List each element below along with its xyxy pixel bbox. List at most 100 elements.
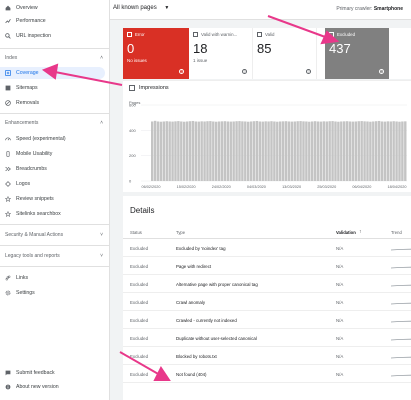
chart-bar (316, 121, 320, 181)
checkbox-checked-icon (127, 32, 132, 37)
sidebar-item-removals[interactable]: Removals (0, 97, 110, 109)
chevron-down-icon[interactable]: ˅ (100, 232, 103, 238)
table-row[interactable]: Excluded Duplicate without user-selected … (123, 330, 411, 347)
row-type: Duplicate without user-selected canonica… (176, 336, 257, 341)
dropdown-arrow-icon: ▼ (164, 5, 170, 11)
chart-bar (191, 120, 195, 181)
sidebar-item-submit-feedback[interactable]: Submit feedback (0, 367, 110, 379)
x-tick-label: 06/04/2020 (352, 185, 371, 189)
chart-bar (247, 121, 250, 181)
section-label-enhancements[interactable]: Enhancements (5, 120, 39, 126)
sidebar-item-sitelinks-searchbox[interactable]: Sitelinks searchbox (0, 208, 110, 220)
primary-crawler-label: Primary crawler: (336, 6, 373, 12)
table-row[interactable]: Excluded Not found (404) N/A (123, 366, 411, 383)
sidebar-item-label: Sitemaps (16, 85, 38, 91)
chart-bar (159, 121, 163, 181)
chart-bar (395, 121, 398, 181)
section-label-legacy[interactable]: Legacy tools and reports (5, 253, 60, 259)
table-row[interactable]: Excluded Excluded by 'noindex' tag N/A (123, 240, 411, 257)
chart-bar (156, 121, 160, 181)
sidebar-item-coverage[interactable]: Coverage (0, 67, 105, 79)
x-tick-label: 13/03/2020 (282, 185, 301, 189)
row-trend-sparkline (391, 266, 411, 269)
column-header-type[interactable]: Type (176, 230, 186, 235)
valid-card-label: Valid (265, 32, 275, 37)
sidebar-item-mobile-usability[interactable]: Mobile Usability (0, 148, 110, 160)
y-axis-label: Pages (129, 100, 140, 105)
sidebar-item-about-new-version[interactable]: About new version (0, 381, 110, 393)
checkbox-icon (193, 32, 198, 37)
row-trend-sparkline (391, 248, 411, 251)
excluded-card-label: Excluded (337, 32, 356, 37)
row-trend-sparkline (391, 302, 411, 305)
sidebar-item-sitemaps[interactable]: Sitemaps (0, 82, 110, 94)
chart-bar (252, 121, 256, 181)
home-icon (5, 5, 11, 11)
sidebar-item-label: Overview (16, 5, 38, 11)
help-icon[interactable]: ? (242, 69, 247, 74)
sidebar-item-review-snippets[interactable]: Review snippets (0, 193, 110, 205)
table-row[interactable]: Excluded Blocked by robots.txt N/A (123, 348, 411, 365)
error-card[interactable]: Error 0 No issues ? (123, 28, 189, 79)
row-status: Excluded (130, 318, 149, 323)
section-label-security[interactable]: Security & Manual Actions (5, 232, 64, 238)
sidebar-item-settings[interactable]: Settings (0, 287, 110, 299)
sidebar-item-url-inspection[interactable]: URL inspection (0, 30, 110, 42)
valid-card[interactable]: Valid 85 ? (253, 28, 317, 79)
searchbox-icon (5, 211, 11, 217)
table-row[interactable]: Excluded Crawl anomaly N/A (123, 294, 411, 311)
row-trend-sparkline (391, 284, 411, 287)
column-header-status[interactable]: Status (130, 230, 142, 235)
sidebar-item-links[interactable]: Links (0, 272, 110, 284)
column-header-validation[interactable]: Validation (336, 230, 356, 235)
sitemap-icon (5, 85, 11, 91)
table-row[interactable]: Excluded Crawled - currently not indexed N… (123, 312, 411, 329)
sidebar-item-label: About new version (16, 384, 59, 390)
sidebar-item-speed[interactable]: Speed (experimental) (0, 133, 110, 145)
impressions-toggle[interactable]: Impressions (129, 85, 169, 91)
row-validation: N/A (336, 354, 344, 359)
speed-icon (5, 136, 11, 142)
row-validation: N/A (336, 300, 344, 305)
help-icon[interactable]: ? (306, 69, 311, 74)
warn-sub: 1 issue (193, 58, 208, 63)
excluded-card[interactable]: Excluded 437 ? (325, 28, 389, 79)
row-status: Excluded (130, 246, 149, 251)
help-icon[interactable]: ? (379, 69, 384, 74)
chevron-up-icon[interactable]: ˄ (100, 120, 103, 126)
sidebar-item-logos[interactable]: Logos (0, 178, 110, 190)
chart-bar (290, 121, 294, 181)
chart-bar (322, 121, 326, 181)
help-icon[interactable]: ? (179, 69, 184, 74)
row-type: Blocked by robots.txt (176, 354, 217, 359)
sidebar-item-breadcrumbs[interactable]: Breadcrumbs (0, 163, 110, 175)
chart-bar (392, 121, 395, 181)
chart-bar (203, 121, 206, 181)
sidebar-item-performance[interactable]: Performance (0, 15, 110, 27)
sort-arrow-up-icon[interactable]: ↑ (359, 229, 362, 235)
chart-bar (258, 121, 262, 181)
chart-bar (223, 121, 227, 181)
chart-bar (267, 121, 270, 181)
chart-bar (331, 121, 334, 181)
chart-bar (183, 121, 186, 181)
chart-bar (209, 121, 212, 181)
table-row[interactable]: Excluded Page with redirect N/A (123, 258, 411, 275)
chevron-up-icon[interactable]: ˄ (100, 55, 103, 61)
sidebar-item-label: Speed (experimental) (16, 136, 66, 142)
breadcrumb-icon (5, 166, 11, 172)
valid-with-warnings-card[interactable]: Valid with warnin... 18 1 issue ? (189, 28, 253, 79)
chart-bar (360, 121, 363, 181)
chart-bar (279, 121, 282, 181)
sidebar-item-overview[interactable]: Overview (0, 2, 110, 14)
chart-bar (293, 121, 296, 181)
chart-bar (357, 121, 360, 181)
chart-bar (212, 121, 215, 181)
table-row[interactable]: Excluded Alternative page with proper can… (123, 276, 411, 293)
chevron-down-icon[interactable]: ˅ (100, 253, 103, 259)
section-label-index[interactable]: Index (5, 55, 18, 61)
chart-bar (308, 121, 311, 181)
checkbox-checked-icon (329, 32, 334, 37)
page-filter-dropdown[interactable]: All known pages ▼ (113, 5, 169, 11)
chart-bar (261, 121, 264, 181)
